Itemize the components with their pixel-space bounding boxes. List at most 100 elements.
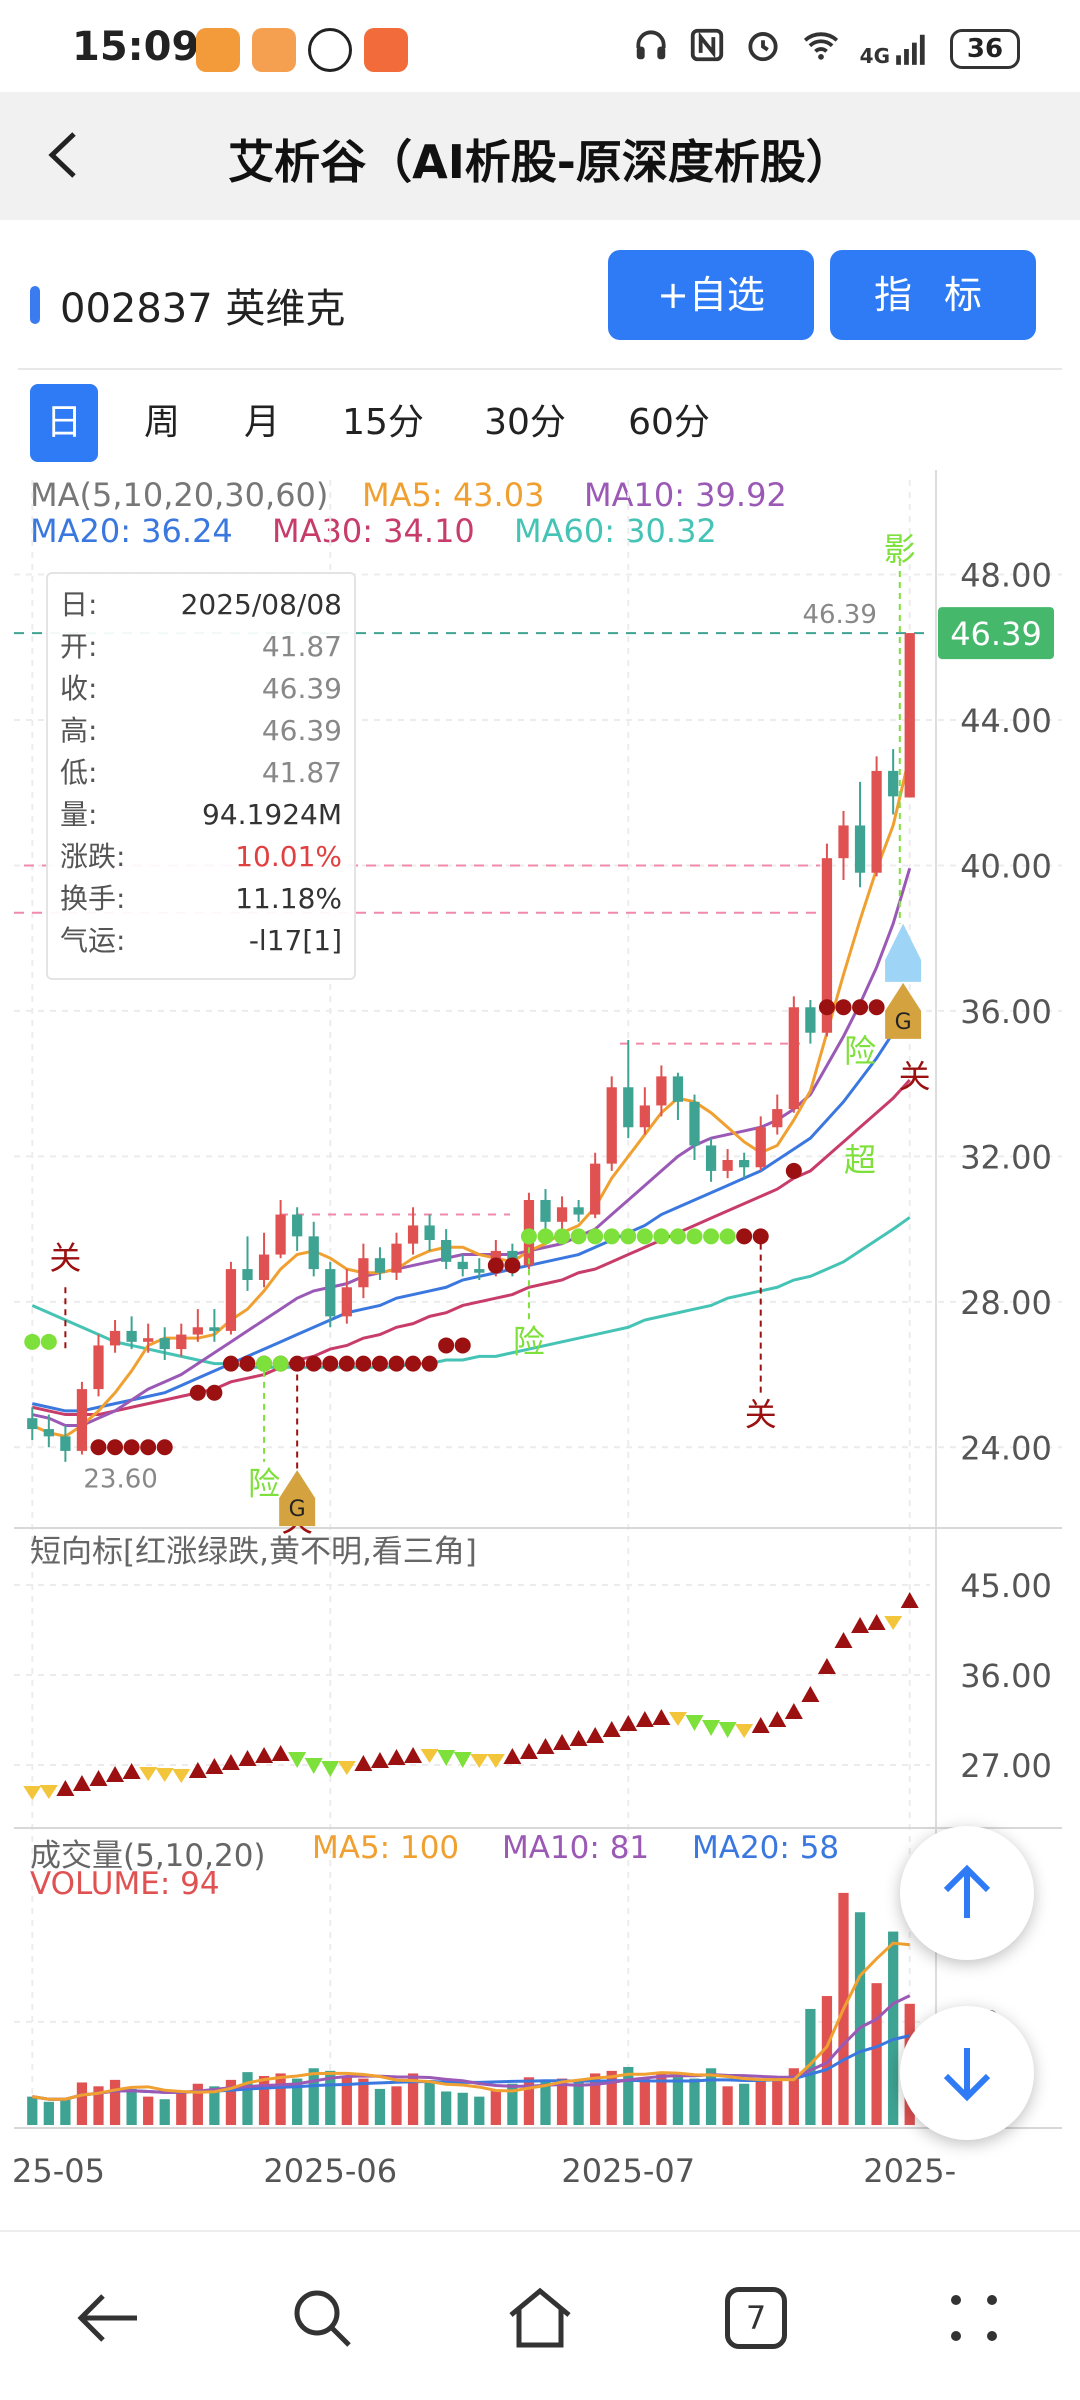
candle <box>159 1327 170 1360</box>
signal-dot <box>852 999 869 1016</box>
volume-bar <box>441 2091 452 2125</box>
indicator-triangle <box>834 1632 853 1648</box>
volume-value: VOLUME: 94 <box>30 1866 220 1902</box>
candle-body <box>176 1334 187 1350</box>
tab-week[interactable]: 周 <box>143 402 180 443</box>
info-row: 量: 94.1924M <box>60 794 342 836</box>
indicator-y-tick: 45.00 <box>960 1567 1052 1605</box>
nav-home-button[interactable] <box>490 2268 590 2368</box>
nav-back-button[interactable] <box>58 2268 158 2368</box>
tab-day[interactable]: 日 <box>30 384 98 462</box>
volume-bar <box>242 2072 253 2125</box>
chart-grid <box>14 470 1062 2129</box>
ma20-line <box>31 1001 912 1413</box>
volume-bar <box>672 2076 684 2125</box>
signal-label: 险 <box>513 1323 545 1361</box>
signal-dot <box>818 999 835 1016</box>
info-label: 量: <box>60 798 98 831</box>
volume-bar <box>639 2078 650 2125</box>
indicator-triangle <box>205 1758 224 1774</box>
candle-body <box>391 1243 402 1273</box>
volume-bar <box>76 2082 88 2125</box>
kline-chart-svg[interactable]: 48.0044.0040.0036.0032.0028.0024.00关险关险关… <box>0 470 1080 2200</box>
signal-dot <box>24 1333 41 1350</box>
g-marker-label: G <box>289 1497 306 1522</box>
nfc-icon <box>688 26 726 72</box>
signal-dot <box>222 1355 239 1372</box>
scroll-up-button[interactable] <box>900 1826 1034 1960</box>
volume-bar <box>540 2079 551 2125</box>
info-row: 换手: 11.18% <box>60 878 342 920</box>
signal-dot <box>107 1439 124 1456</box>
candle <box>656 1065 667 1117</box>
volume-bar <box>391 2086 402 2125</box>
signal-dot <box>620 1228 637 1245</box>
signal-dot <box>868 999 885 1016</box>
x-axis-label: 25-05 <box>12 2152 105 2190</box>
candle-body <box>871 770 882 873</box>
info-label: 涨跌: <box>60 840 126 873</box>
signal-dot <box>785 1162 802 1179</box>
ma10-legend: MA10: 39.92 <box>584 476 787 514</box>
info-value: -l17[1] <box>248 924 342 957</box>
indicator-triangle <box>337 1761 356 1775</box>
signal-dot <box>338 1355 355 1372</box>
network-label: 4G <box>859 44 890 68</box>
info-label: 开: <box>60 630 98 663</box>
high-price-label: 46.39 <box>802 600 876 630</box>
info-label: 换手: <box>60 882 126 915</box>
candle <box>308 1221 319 1277</box>
indicator-triangle <box>702 1720 721 1736</box>
tab-60min[interactable]: 60分 <box>628 402 710 443</box>
candle <box>755 1116 766 1171</box>
nav-tabs-button[interactable]: 7 <box>706 2268 806 2368</box>
scroll-down-button[interactable] <box>900 2006 1034 2140</box>
signal-dot <box>504 1257 521 1274</box>
indicator-triangle <box>668 1712 687 1726</box>
back-button[interactable] <box>30 120 100 190</box>
candle <box>788 996 799 1113</box>
indicator-triangle <box>221 1754 240 1770</box>
volume-ma20: MA20: 58 <box>692 1830 840 1866</box>
tab-30min[interactable]: 30分 <box>484 402 566 443</box>
tab-15min[interactable]: 15分 <box>342 402 424 443</box>
indicator-triangle <box>519 1743 538 1759</box>
candle <box>176 1323 187 1357</box>
status-indicators: 4G 36 <box>632 26 1020 72</box>
candle <box>871 756 882 877</box>
candle <box>325 1261 336 1328</box>
kline-chart[interactable]: 48.0044.0040.0036.0032.0028.0024.00关险关险关… <box>0 470 1080 2200</box>
candle <box>358 1243 369 1299</box>
candle <box>43 1414 54 1448</box>
notification-app-icon <box>364 28 408 72</box>
last-price-tag-bg <box>938 607 1054 660</box>
indicator-triangle <box>354 1755 373 1771</box>
g-marker-shape <box>885 982 922 1039</box>
volume-bar <box>805 2008 816 2125</box>
indicator-triangle <box>536 1738 555 1754</box>
tab-month[interactable]: 月 <box>243 402 280 443</box>
nav-menu-button[interactable] <box>924 2268 1024 2368</box>
signal-dot <box>653 1228 670 1245</box>
signal-label: 关 <box>899 1057 931 1095</box>
signal-icon: 4G <box>860 30 932 68</box>
indicator-triangle <box>304 1758 323 1774</box>
indicator-triangle <box>453 1752 472 1768</box>
title-bar: 艾析谷（AI析股-原深度析股） <box>0 92 1080 220</box>
indicator-triangle <box>139 1767 158 1781</box>
candle-body <box>126 1330 137 1342</box>
indicator-button[interactable]: 指 标 <box>830 250 1036 340</box>
info-value: 46.39 <box>261 714 342 747</box>
nav-search-button[interactable] <box>272 2268 372 2368</box>
volume-bar <box>126 2088 137 2125</box>
x-axis-label: 2025-06 <box>263 2152 397 2190</box>
indicator-triangle <box>72 1775 91 1791</box>
info-row: 收: 46.39 <box>60 668 342 710</box>
info-label: 收: <box>60 672 98 705</box>
ma10-line <box>31 867 912 1427</box>
volume-bar <box>27 2096 38 2125</box>
candle <box>623 1040 634 1139</box>
info-value: 2025/08/08 <box>180 588 342 621</box>
add-watchlist-button[interactable]: +自选 <box>608 250 814 340</box>
info-row: 开: 41.87 <box>60 626 342 668</box>
